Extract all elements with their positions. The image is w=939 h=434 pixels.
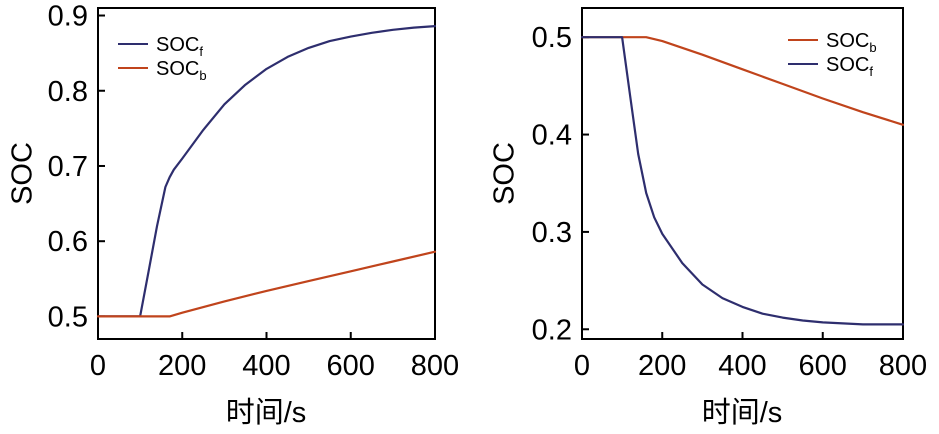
y-tick-label: 0.9 xyxy=(48,1,88,33)
plot-frame xyxy=(97,7,436,340)
series-line-soc-f xyxy=(580,36,905,326)
legend-label-base: SOC xyxy=(156,58,199,80)
x-axis-title: 时间/s xyxy=(226,396,307,429)
legend-label-base: SOC xyxy=(826,30,869,52)
y-tick-label: 0.5 xyxy=(532,22,572,54)
y-tick-label: 0.2 xyxy=(532,314,572,346)
legend-label-base: SOC xyxy=(826,54,869,76)
series-line-soc-b xyxy=(96,250,437,318)
x-tick-label: 400 xyxy=(242,350,290,382)
series-line-soc-b xyxy=(580,36,905,126)
x-tick-label: 600 xyxy=(799,350,847,382)
legend-label-base: SOC xyxy=(156,34,199,56)
legend-label: SOCf xyxy=(826,54,873,79)
x-tick-label: 200 xyxy=(638,350,686,382)
legend-label: SOCf xyxy=(156,34,203,59)
legend-label-subscript: f xyxy=(199,44,203,59)
legend-label: SOCb xyxy=(156,58,207,83)
y-tick-label: 0.4 xyxy=(532,120,572,152)
chart-left: 0 200 400 600 8000.50.60.70.80.9SOC时间/sSOCfS… xyxy=(7,1,460,429)
x-tick-label: 400 xyxy=(718,350,766,382)
y-axis-title: SOC xyxy=(489,142,521,205)
legend-label-subscript: b xyxy=(199,68,206,83)
legend-label-subscript: f xyxy=(869,64,873,79)
y-tick-label: 0.8 xyxy=(48,76,88,108)
series-line-soc-f xyxy=(96,25,437,318)
y-tick-label: 0.5 xyxy=(48,301,88,333)
y-tick-label: 0.6 xyxy=(48,226,88,258)
x-tick-label: 800 xyxy=(879,350,927,382)
x-tick-label: 200 xyxy=(158,350,206,382)
x-tick-label: 0 xyxy=(90,350,106,382)
x-tick-label: 800 xyxy=(411,350,459,382)
x-axis-title: 时间/s xyxy=(702,396,783,429)
x-tick-label: 600 xyxy=(327,350,375,382)
legend-label: SOCb xyxy=(826,30,877,55)
x-tick-label: 0 xyxy=(574,350,590,382)
legend-label-subscript: b xyxy=(869,40,876,55)
y-tick-label: 0.3 xyxy=(532,217,572,249)
y-axis-title: SOC xyxy=(7,142,39,205)
y-tick-label: 0.7 xyxy=(48,151,88,183)
